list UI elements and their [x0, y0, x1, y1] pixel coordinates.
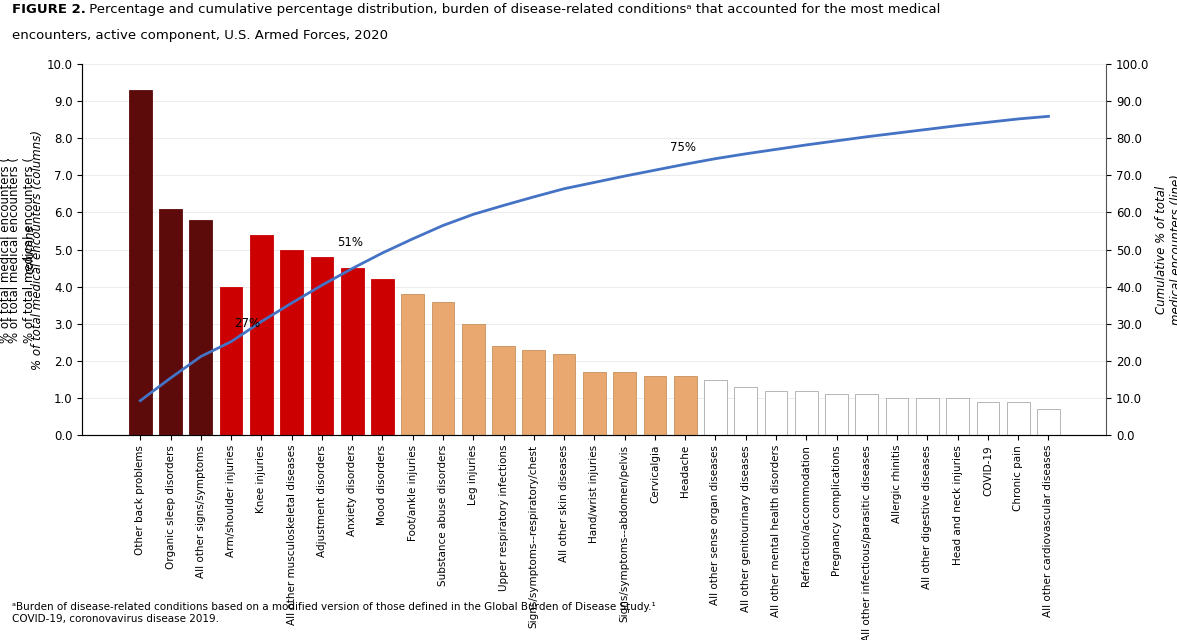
- Text: % of total medical encounters (: % of total medical encounters (: [24, 157, 36, 342]
- Bar: [159, 209, 182, 435]
- Text: FIGURE 2.: FIGURE 2.: [12, 3, 86, 16]
- Bar: [432, 301, 454, 435]
- Text: columns: columns: [24, 225, 36, 275]
- Text: % of total medical encounters (: % of total medical encounters (: [0, 157, 13, 342]
- Bar: [401, 294, 424, 435]
- Text: 51%: 51%: [337, 236, 363, 248]
- Bar: [704, 380, 727, 435]
- Bar: [553, 353, 576, 435]
- Bar: [765, 390, 787, 435]
- Bar: [583, 372, 606, 435]
- Bar: [341, 268, 364, 435]
- Bar: [280, 250, 302, 435]
- Bar: [794, 390, 818, 435]
- Text: % of total medical encounters (: % of total medical encounters (: [7, 151, 21, 343]
- Bar: [856, 394, 878, 435]
- Bar: [734, 387, 757, 435]
- Text: ᵃBurden of disease-related conditions based on a modified version of those defin: ᵃBurden of disease-related conditions ba…: [12, 602, 656, 624]
- Bar: [461, 324, 485, 435]
- Bar: [311, 257, 333, 435]
- Bar: [1037, 409, 1059, 435]
- Bar: [886, 398, 909, 435]
- Bar: [492, 346, 514, 435]
- Bar: [371, 279, 394, 435]
- Bar: [189, 220, 212, 435]
- Text: encounters, active component, U.S. Armed Forces, 2020: encounters, active component, U.S. Armed…: [12, 29, 387, 42]
- Bar: [613, 372, 636, 435]
- Bar: [946, 398, 969, 435]
- Text: Percentage and cumulative percentage distribution, burden of disease-related con: Percentage and cumulative percentage dis…: [85, 3, 940, 16]
- Bar: [523, 350, 545, 435]
- Bar: [1006, 402, 1030, 435]
- Y-axis label: Cumulative % of total
medical encounters (line): Cumulative % of total medical encounters…: [1155, 174, 1177, 325]
- Bar: [129, 90, 152, 435]
- Bar: [916, 398, 939, 435]
- Bar: [644, 376, 666, 435]
- Text: 27%: 27%: [234, 317, 260, 330]
- Bar: [825, 394, 847, 435]
- Bar: [674, 376, 697, 435]
- Bar: [250, 235, 273, 435]
- Text: 75%: 75%: [670, 141, 696, 154]
- Y-axis label: % of total medical encounters (columns): % of total medical encounters (columns): [31, 129, 44, 370]
- Bar: [977, 402, 999, 435]
- Bar: [220, 287, 242, 435]
